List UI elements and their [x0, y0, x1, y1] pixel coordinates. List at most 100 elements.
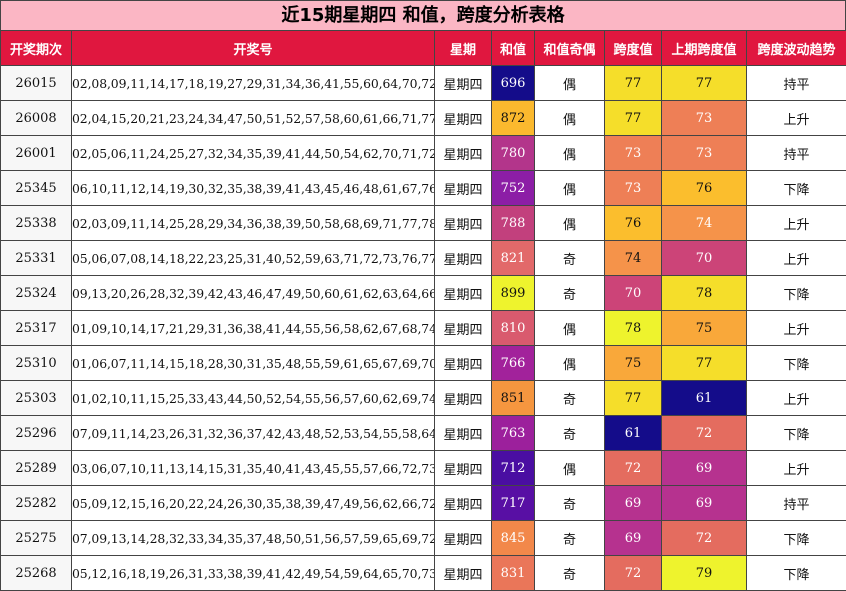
numbers-cell: 07,09,11,14,23,26,31,32,36,37,42,43,48,5… [72, 416, 435, 451]
numbers-cell: 01,02,10,11,15,25,33,43,44,50,52,54,55,5… [72, 381, 435, 416]
sum-cell: 899 [492, 276, 535, 311]
trend-cell: 下降 [747, 556, 846, 591]
parity-cell: 奇 [535, 416, 605, 451]
header-sum-parity: 和值奇偶 [535, 31, 605, 66]
numbers-cell: 06,10,11,12,14,19,30,32,35,38,39,41,43,4… [72, 171, 435, 206]
trend-cell: 下降 [747, 276, 846, 311]
trend-cell: 持平 [747, 66, 846, 101]
header-issue: 开奖期次 [1, 31, 72, 66]
weekday-cell: 星期四 [435, 381, 492, 416]
weekday-cell: 星期四 [435, 276, 492, 311]
span-cell: 70 [605, 276, 662, 311]
issue-cell: 25338 [1, 206, 72, 241]
numbers-cell: 01,09,10,14,17,21,29,31,36,38,41,44,55,5… [72, 311, 435, 346]
prev-span-cell: 75 [662, 311, 747, 346]
span-cell: 74 [605, 241, 662, 276]
span-cell: 73 [605, 136, 662, 171]
sum-cell: 780 [492, 136, 535, 171]
issue-cell: 25324 [1, 276, 72, 311]
table-title: 近15期星期四 和值，跨度分析表格 [0, 0, 846, 30]
prev-span-cell: 73 [662, 101, 747, 136]
sum-cell: 712 [492, 451, 535, 486]
prev-span-cell: 76 [662, 171, 747, 206]
prev-span-cell: 69 [662, 451, 747, 486]
trend-cell: 上升 [747, 241, 846, 276]
sum-cell: 821 [492, 241, 535, 276]
span-cell: 77 [605, 381, 662, 416]
span-cell: 69 [605, 521, 662, 556]
span-cell: 78 [605, 311, 662, 346]
parity-cell: 偶 [535, 451, 605, 486]
weekday-cell: 星期四 [435, 451, 492, 486]
span-cell: 73 [605, 171, 662, 206]
prev-span-cell: 79 [662, 556, 747, 591]
header-prev-span: 上期跨度值 [662, 31, 747, 66]
trend-cell: 上升 [747, 206, 846, 241]
header-row: 开奖期次 开奖号 星期 和值 和值奇偶 跨度值 上期跨度值 跨度波动趋势 [1, 31, 846, 66]
numbers-cell: 01,06,07,11,14,15,18,28,30,31,35,48,55,5… [72, 346, 435, 381]
span-cell: 61 [605, 416, 662, 451]
prev-span-cell: 77 [662, 346, 747, 381]
numbers-cell: 05,12,16,18,19,26,31,33,38,39,41,42,49,5… [72, 556, 435, 591]
prev-span-cell: 70 [662, 241, 747, 276]
sum-cell: 810 [492, 311, 535, 346]
header-span: 跨度值 [605, 31, 662, 66]
issue-cell: 25268 [1, 556, 72, 591]
parity-cell: 偶 [535, 101, 605, 136]
issue-cell: 25310 [1, 346, 72, 381]
trend-cell: 上升 [747, 101, 846, 136]
parity-cell: 奇 [535, 486, 605, 521]
issue-cell: 25303 [1, 381, 72, 416]
prev-span-cell: 69 [662, 486, 747, 521]
prev-span-cell: 74 [662, 206, 747, 241]
prev-span-cell: 61 [662, 381, 747, 416]
prev-span-cell: 72 [662, 416, 747, 451]
weekday-cell: 星期四 [435, 311, 492, 346]
trend-cell: 下降 [747, 416, 846, 451]
sum-cell: 788 [492, 206, 535, 241]
trend-cell: 上升 [747, 451, 846, 486]
numbers-cell: 02,03,09,11,14,25,28,29,34,36,38,39,50,5… [72, 206, 435, 241]
prev-span-cell: 78 [662, 276, 747, 311]
span-cell: 75 [605, 346, 662, 381]
issue-cell: 25289 [1, 451, 72, 486]
weekday-cell: 星期四 [435, 346, 492, 381]
numbers-cell: 07,09,13,14,28,32,33,34,35,37,48,50,51,5… [72, 521, 435, 556]
numbers-cell: 02,04,15,20,21,23,24,34,47,50,51,52,57,5… [72, 101, 435, 136]
weekday-cell: 星期四 [435, 136, 492, 171]
weekday-cell: 星期四 [435, 206, 492, 241]
issue-cell: 25317 [1, 311, 72, 346]
span-cell: 77 [605, 101, 662, 136]
sum-cell: 872 [492, 101, 535, 136]
sum-cell: 752 [492, 171, 535, 206]
trend-cell: 持平 [747, 136, 846, 171]
header-sum: 和值 [492, 31, 535, 66]
trend-cell: 上升 [747, 311, 846, 346]
issue-cell: 25296 [1, 416, 72, 451]
weekday-cell: 星期四 [435, 241, 492, 276]
numbers-cell: 09,13,20,26,28,32,39,42,43,46,47,49,50,6… [72, 276, 435, 311]
trend-cell: 下降 [747, 521, 846, 556]
numbers-cell: 03,06,07,10,11,13,14,15,31,35,40,41,43,4… [72, 451, 435, 486]
issue-cell: 26001 [1, 136, 72, 171]
weekday-cell: 星期四 [435, 171, 492, 206]
trend-cell: 上升 [747, 381, 846, 416]
numbers-cell: 05,09,12,15,16,20,22,24,26,30,35,38,39,4… [72, 486, 435, 521]
parity-cell: 偶 [535, 206, 605, 241]
issue-cell: 25331 [1, 241, 72, 276]
issue-cell: 26008 [1, 101, 72, 136]
trend-cell: 下降 [747, 171, 846, 206]
sum-cell: 851 [492, 381, 535, 416]
prev-span-cell: 77 [662, 66, 747, 101]
